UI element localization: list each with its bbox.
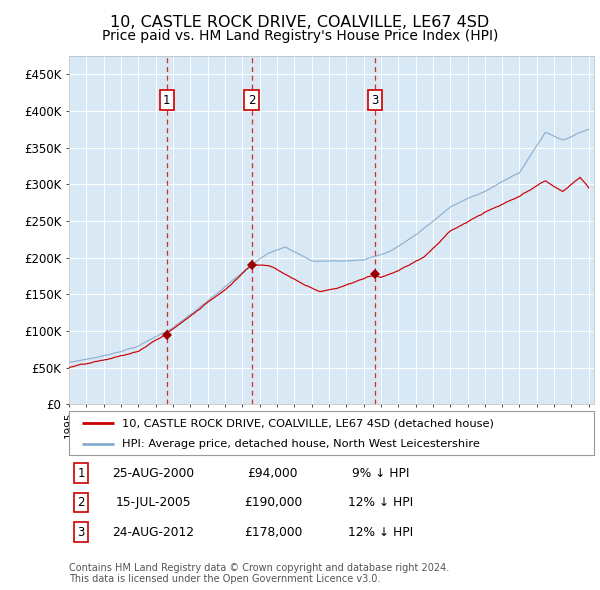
Text: £178,000: £178,000	[244, 526, 302, 539]
Text: 1: 1	[77, 467, 85, 480]
Text: 10, CASTLE ROCK DRIVE, COALVILLE, LE67 4SD: 10, CASTLE ROCK DRIVE, COALVILLE, LE67 4…	[110, 15, 490, 30]
Text: Contains HM Land Registry data © Crown copyright and database right 2024.: Contains HM Land Registry data © Crown c…	[69, 563, 449, 573]
Text: Price paid vs. HM Land Registry's House Price Index (HPI): Price paid vs. HM Land Registry's House …	[102, 29, 498, 43]
Text: 15-JUL-2005: 15-JUL-2005	[115, 496, 191, 509]
Text: 2: 2	[248, 94, 256, 107]
Text: 3: 3	[371, 94, 379, 107]
Text: HPI: Average price, detached house, North West Leicestershire: HPI: Average price, detached house, Nort…	[121, 438, 479, 448]
Text: 25-AUG-2000: 25-AUG-2000	[112, 467, 194, 480]
Text: 10, CASTLE ROCK DRIVE, COALVILLE, LE67 4SD (detached house): 10, CASTLE ROCK DRIVE, COALVILLE, LE67 4…	[121, 418, 493, 428]
Text: 12% ↓ HPI: 12% ↓ HPI	[349, 526, 413, 539]
Text: 9% ↓ HPI: 9% ↓ HPI	[352, 467, 410, 480]
Text: 3: 3	[77, 526, 85, 539]
Text: This data is licensed under the Open Government Licence v3.0.: This data is licensed under the Open Gov…	[69, 574, 380, 584]
Text: £190,000: £190,000	[244, 496, 302, 509]
Text: £94,000: £94,000	[248, 467, 298, 480]
Text: 12% ↓ HPI: 12% ↓ HPI	[349, 496, 413, 509]
Text: 1: 1	[163, 94, 170, 107]
Text: 24-AUG-2012: 24-AUG-2012	[112, 526, 194, 539]
Text: 2: 2	[77, 496, 85, 509]
